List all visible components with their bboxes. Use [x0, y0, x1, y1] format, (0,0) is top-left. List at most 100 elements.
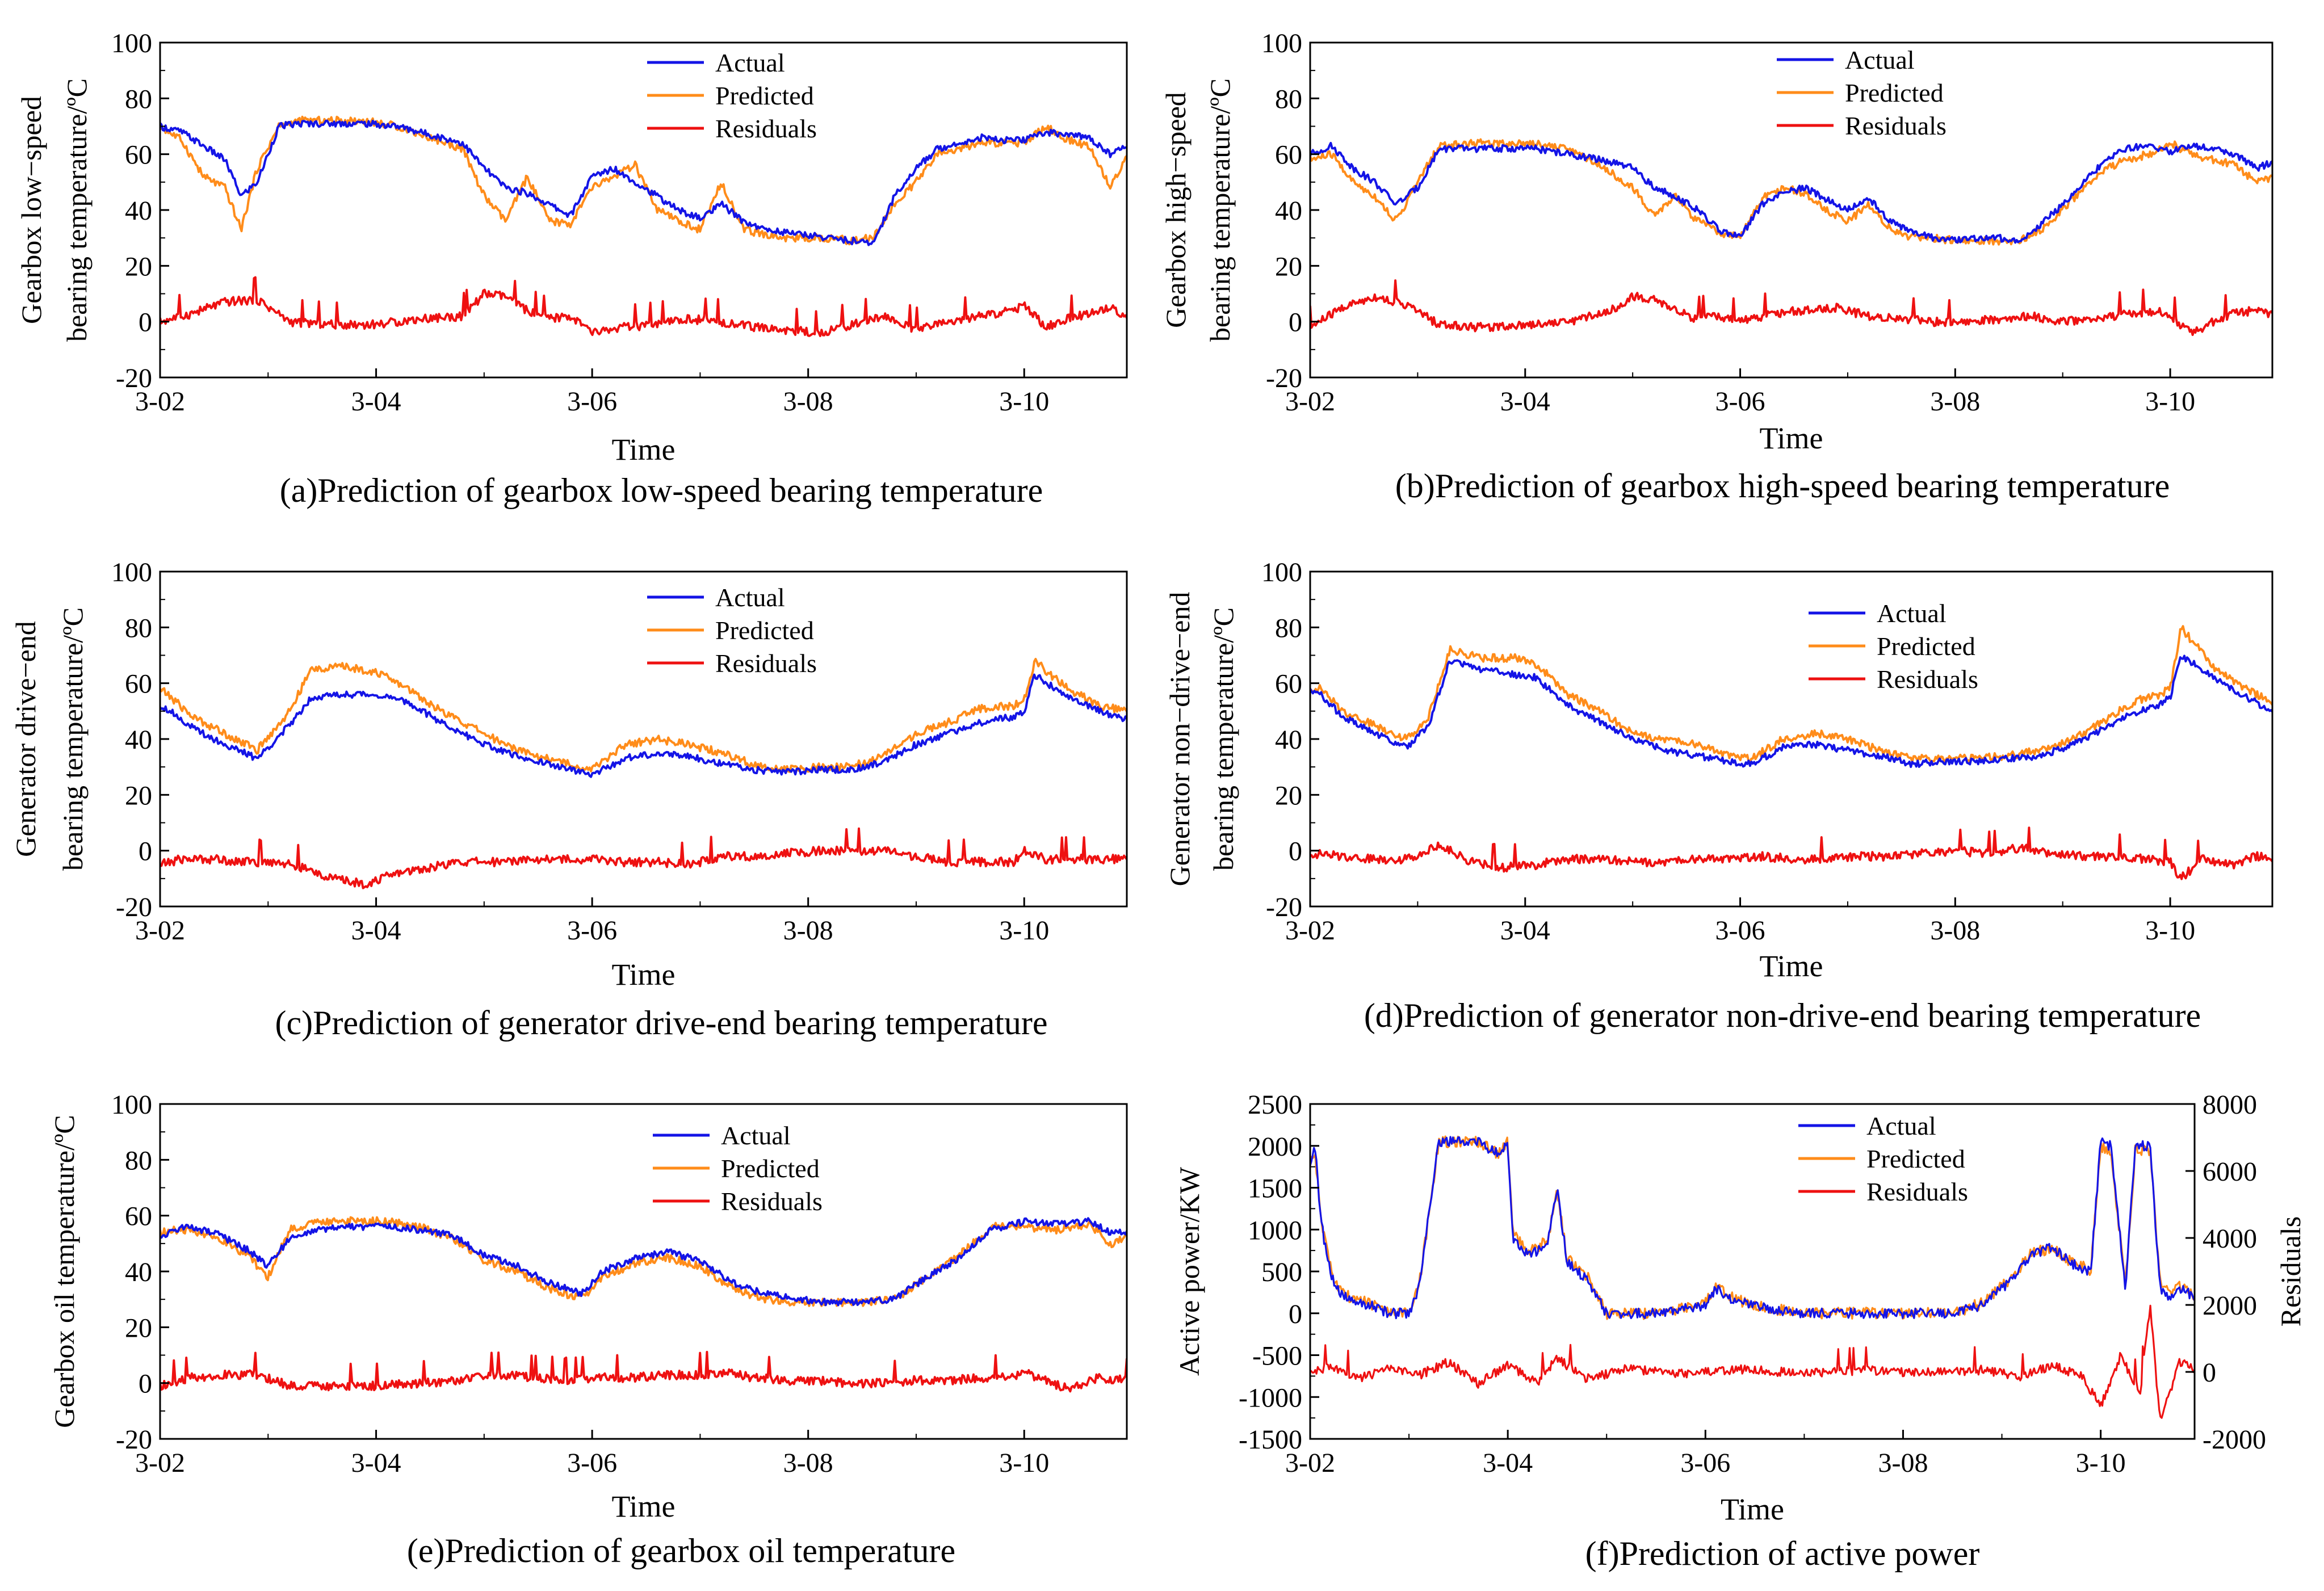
x-tick-label: 3-08: [783, 387, 833, 417]
series-residuals-line: [160, 276, 1127, 337]
y-tick-label: 40: [1275, 725, 1302, 755]
caption-f: (f)Prediction of active power: [1585, 1535, 1980, 1572]
series-residuals-line: [1310, 279, 2272, 336]
y-axis-label: Gearbox high−speed: [1160, 92, 1192, 328]
y-tick-label: 500: [1261, 1257, 1302, 1287]
series-predicted-line: [1310, 1135, 2195, 1320]
plot-area: [160, 115, 1127, 337]
series-predicted-line: [160, 658, 1127, 774]
y-tick-label: -20: [116, 892, 152, 922]
y-axis-label: bearing temperature/ºC: [1207, 607, 1239, 871]
caption-d: (d)Prediction of generator non-drive-end…: [1364, 997, 2201, 1034]
series-actual-line: [1310, 654, 2272, 769]
y-tick-label: 60: [1275, 669, 1302, 699]
y-tick-label: 2000: [1248, 1132, 1302, 1162]
y-tick-label: 100: [111, 557, 152, 587]
y-tick-label: 20: [1275, 780, 1302, 811]
legend-label-residuals: Residuals: [715, 114, 817, 143]
legend-label-predicted: Predicted: [721, 1154, 820, 1183]
x-tick-label: 3-06: [567, 916, 617, 946]
y-axis-label: bearing temperature/ºC: [57, 607, 89, 871]
series-predicted-line: [1310, 138, 2272, 246]
y2-axis-label: Residuals: [2275, 1216, 2306, 1326]
y-tick-label: 20: [125, 251, 152, 282]
panel-a: -20 0 20 40 60 80 100 3-02 3-04 3-06 3-08 3-10 Time G…: [15, 28, 1128, 467]
y-axis-label: Gearbox oil temperature/ºC: [48, 1115, 80, 1428]
legend-label-actual: Actual: [1845, 45, 1915, 74]
x-tick-label: 3-06: [1715, 387, 1765, 417]
x-tick-label: 3-06: [1680, 1448, 1730, 1478]
series-actual-line: [1310, 1136, 2195, 1320]
panel-b: -20 0 20 40 60 80 100 3-02 3-04 3-06 3-08 3-10 Time G…: [1160, 28, 2273, 455]
y-tick-label: 0: [1289, 308, 1302, 338]
x-tick-label: 3-02: [135, 1448, 185, 1478]
y-tick-label: 60: [125, 1202, 152, 1232]
plot-frame: [159, 570, 1128, 908]
y-tick-label: 80: [1275, 84, 1302, 114]
x-tick-label: 3-04: [351, 387, 401, 417]
plot-area: [160, 658, 1127, 889]
legend-label-actual: Actual: [715, 48, 785, 77]
panel-c: -20 0 20 40 60 80 100 3-02 3-04 3-06 3-08 3-10 Time G…: [10, 557, 1128, 992]
legend: Actual Predicted Residuals: [1798, 1111, 1968, 1206]
x-tick-label: 3-04: [1500, 916, 1550, 946]
y-tick-label: 100: [111, 28, 152, 58]
y-tick-label: -20: [116, 1425, 152, 1455]
plot-area: [160, 1216, 1127, 1393]
y2-tick-label: -2000: [2203, 1425, 2266, 1455]
x-tick-label: 3-08: [1930, 916, 1980, 946]
x-tick-label: 3-02: [135, 387, 185, 417]
caption-e: (e)Prediction of gearbox oil temperature: [406, 1532, 956, 1569]
y-tick-label: 60: [125, 140, 152, 170]
y-tick-label: 0: [1289, 837, 1302, 867]
x-tick-label: 3-06: [1715, 916, 1765, 946]
legend-label-predicted: Predicted: [715, 616, 814, 645]
x-axis-label: Time: [1759, 421, 1823, 455]
y-axis-label: bearing temperature/ºC: [61, 78, 93, 342]
series-actual-line: [160, 673, 1127, 778]
plot-frame: [1309, 570, 2273, 908]
y-tick-label: 1000: [1248, 1215, 1302, 1245]
legend-label-predicted: Predicted: [1845, 78, 1944, 107]
y-tick-label: 80: [125, 1145, 152, 1176]
legend-label-predicted: Predicted: [715, 81, 814, 110]
y-tick-label: 40: [125, 1257, 152, 1287]
x-tick-label: 3-10: [999, 387, 1049, 417]
x-axis-label: Time: [1759, 949, 1823, 983]
x-tick-label: 3-02: [1285, 387, 1335, 417]
y-tick-label: 2500: [1248, 1090, 1302, 1120]
y-axis-label: Generator drive−end: [10, 621, 41, 857]
x-axis-label: Time: [611, 958, 675, 992]
x-tick-label: 3-06: [567, 387, 617, 417]
y-tick-label: 40: [125, 196, 152, 226]
legend-label-actual: Actual: [721, 1121, 791, 1150]
y2-tick-label: 0: [2203, 1358, 2216, 1388]
y-tick-label: 20: [1275, 251, 1302, 282]
y-tick-label: 100: [1261, 557, 1302, 587]
y-tick-label: 40: [125, 725, 152, 755]
series-actual-line: [1310, 141, 2272, 244]
plot-frame: [159, 41, 1128, 379]
y-axis-label: Active power/KW: [1173, 1166, 1205, 1376]
y-tick-label: -20: [1266, 892, 1302, 922]
x-tick-label: 3-02: [1285, 1448, 1335, 1478]
y2-tick-label: 2000: [2203, 1291, 2257, 1321]
x-tick-label: 3-04: [1500, 387, 1550, 417]
y2-tick-label: 4000: [2203, 1224, 2257, 1254]
x-tick-label: 3-08: [783, 1448, 833, 1478]
x-tick-label: 3-08: [1878, 1448, 1928, 1478]
x-tick-label: 3-04: [351, 1448, 401, 1478]
y-tick-label: 20: [125, 1313, 152, 1343]
series-residuals-line: [160, 827, 1127, 889]
plot-area: [1310, 138, 2272, 336]
series-predicted-line: [160, 1216, 1127, 1307]
y-tick-label: 40: [1275, 196, 1302, 226]
y-axis-label: Gearbox low−speed: [15, 96, 47, 324]
legend-label-actual: Actual: [1877, 599, 1947, 628]
x-tick-label: 3-10: [2145, 916, 2195, 946]
y-tick-label: 0: [139, 308, 152, 338]
x-tick-label: 3-10: [999, 916, 1049, 946]
panel-f: -1500 -1000 -500 0 500 1000 1500 2000 2500 -2000 0…: [1173, 1090, 2306, 1526]
legend: Actual Predicted Residuals: [1809, 599, 1978, 694]
